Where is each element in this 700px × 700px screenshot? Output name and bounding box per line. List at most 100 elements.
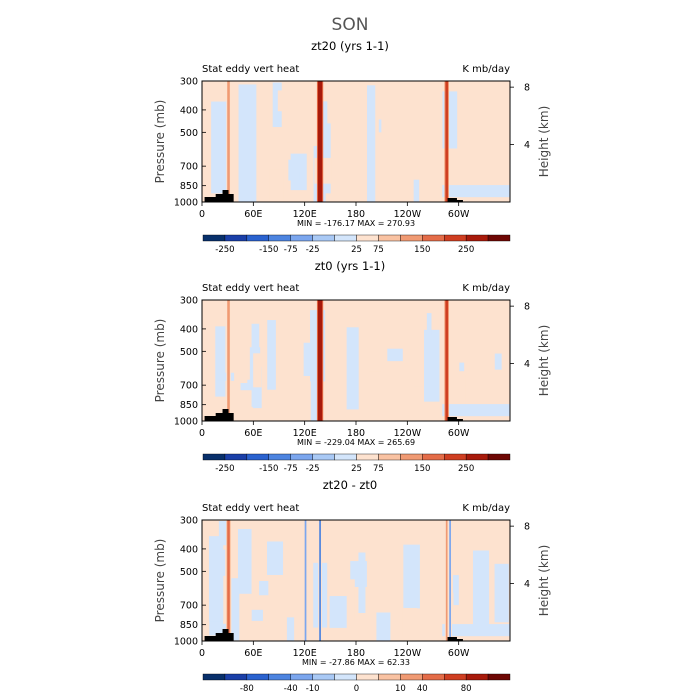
field-region [286,617,295,641]
y-tick-label: 400 [180,544,198,555]
x-tick-label: 180 [347,428,365,439]
feature-streak [304,520,307,641]
colorbar-swatch [400,234,423,242]
colorbar-swatch [246,234,269,242]
colorbar-swatch [422,673,445,681]
y-right-axis-label: Height (km) [537,545,551,616]
colorbar-swatch [444,673,467,681]
field-region [367,85,376,202]
x-tick-label: 0 [199,209,205,220]
field-region [424,329,440,402]
feature-streak [227,81,230,202]
field-region [238,84,257,202]
field-region [358,552,366,614]
x-tick-label: 60E [244,209,262,220]
field-region [239,600,245,616]
field-region [453,575,459,606]
field-region [303,342,320,376]
colorbar-label: -150 [259,464,278,474]
colorbar-label: -80 [240,684,254,694]
field-region [329,596,347,628]
x-tick-label: 60W [448,648,470,659]
topography-africa [204,409,234,421]
field-region [286,98,294,143]
feature-streak [449,520,451,641]
colorbar-swatch [246,673,269,681]
field-region [266,541,284,575]
field-region [494,353,502,370]
colorbar-swatch [312,234,335,242]
y-tick-label: 850 [180,181,198,192]
field-region [240,379,256,391]
feature-streak [445,300,448,421]
field-region [233,324,248,384]
field-region [267,320,276,390]
topography-africa [204,190,234,202]
y-tick-label: 400 [180,105,198,116]
colorbar-swatch [378,234,401,242]
colorbar-swatch [422,453,445,461]
topography-andes [447,198,463,202]
panel-right-label: K mb/day [462,503,510,514]
colorbar-label: 250 [458,464,474,474]
field-region [237,529,252,594]
y-right-tick-label: 4 [524,359,530,370]
colorbar-swatch [268,673,291,681]
feature-streak [317,81,323,202]
panel-left-label: Stat eddy vert heat [202,64,299,75]
y-tick-label: 700 [180,162,198,173]
x-tick-label: 120W [394,648,422,659]
colorbar-swatch [334,234,357,242]
panel-left-label: Stat eddy vert heat [202,503,299,514]
field-region [295,625,312,635]
colorbar-swatch [312,453,335,461]
field-region [231,578,240,641]
colorbar-label: -150 [259,245,278,255]
colorbar-label: 25 [351,464,362,474]
colorbar-swatch [487,234,511,242]
colorbar-label: -75 [284,245,298,255]
y-right-tick-label: 8 [524,522,530,533]
field-region [472,550,490,627]
y-axis-label: Pressure (mb) [153,100,167,184]
colorbar-swatch [444,234,467,242]
figure-title: SON [332,15,369,35]
panel-right-label: K mb/day [462,283,510,294]
x-tick-label: 0 [199,648,205,659]
field-region [442,624,510,637]
y-tick-label: 700 [180,381,198,392]
field-region [216,372,235,381]
x-tick-label: 120E [293,209,317,220]
y-right-tick-label: 4 [524,140,530,151]
colorbar-label: -250 [215,245,234,255]
colorbar-label: -25 [306,245,320,255]
colorbar-swatch [378,453,401,461]
y-tick-label: 300 [180,296,198,307]
field-region [259,580,269,596]
colorbar-swatch [400,673,423,681]
field-region [252,366,262,409]
colorbar-swatch [202,453,226,461]
x-tick-label: 60E [244,648,262,659]
x-tick-label: 120W [394,209,422,220]
y-right-tick-label: 4 [524,579,530,590]
field-region [401,170,414,184]
field-region [494,563,509,623]
field-region [348,579,355,622]
field-region [253,353,262,388]
colorbar-swatch [356,673,379,681]
y-tick-label: 1000 [174,417,198,428]
colorbar-swatch [268,234,291,242]
colorbar-label: -25 [306,464,320,474]
topography-africa [204,629,234,641]
field-region [426,313,432,336]
y-tick-label: 1000 [174,637,198,648]
colorbar-swatch [202,234,226,242]
field-region [251,609,263,621]
field-region [272,82,282,128]
colorbar-swatch [290,673,313,681]
colorbar-label: 250 [458,245,474,255]
panel-title: zt0 (yrs 1-1) [315,259,385,273]
y-tick-label: 1000 [174,198,198,209]
colorbar-swatch [202,673,226,681]
